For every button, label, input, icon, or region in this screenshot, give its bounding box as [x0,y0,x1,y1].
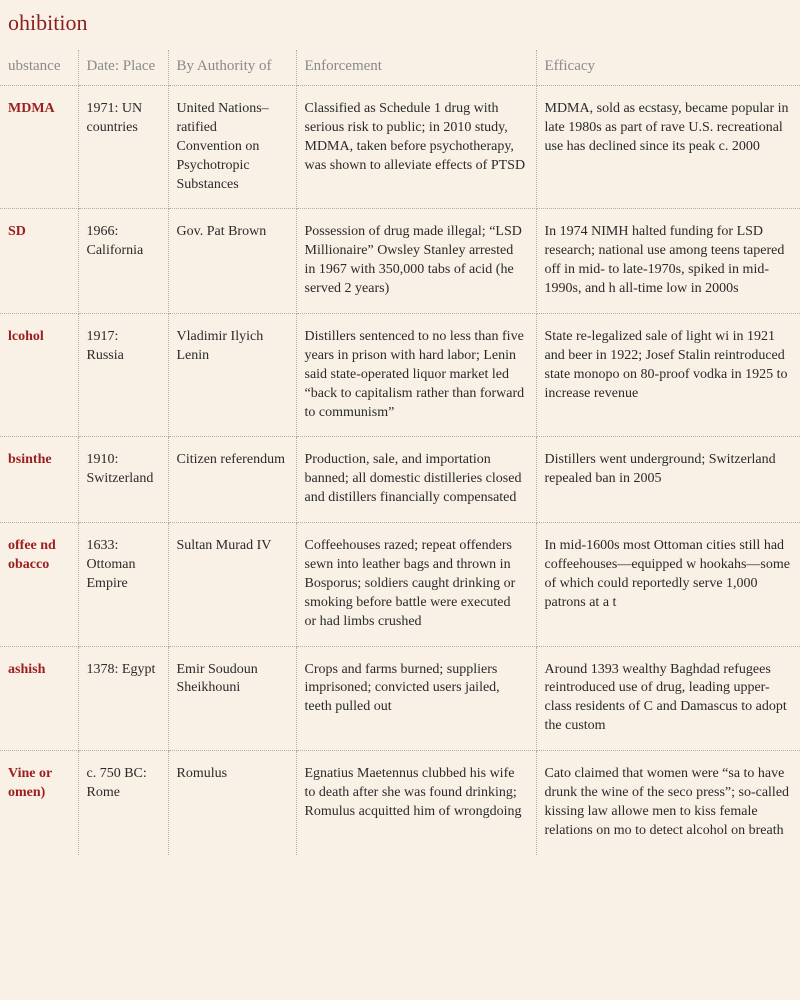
cell-authority: Vladimir Ilyich Lenin [168,314,296,437]
cell-substance: SD [0,209,78,314]
cell-authority: Sultan Murad IV [168,523,296,646]
cell-efficacy: State re-legalized sale of light wi in 1… [536,314,800,437]
cell-date-place: 1966: California [78,209,168,314]
cell-authority: Citizen referendum [168,437,296,523]
cell-enforcement: Coffeehouses razed; repeat offenders sew… [296,523,536,646]
cell-substance: lcohol [0,314,78,437]
table-header-row: ubstance Date: Place By Authority of Enf… [0,50,800,86]
cell-authority: Romulus [168,751,296,855]
table-row: SD1966: CaliforniaGov. Pat BrownPossessi… [0,209,800,314]
cell-efficacy: Cato claimed that women were “sa to have… [536,751,800,855]
cell-efficacy: Distillers went underground; Switzerland… [536,437,800,523]
cell-date-place: c. 750 BC: Rome [78,751,168,855]
cell-enforcement: Distillers sentenced to no less than fiv… [296,314,536,437]
table-row: bsinthe1910: SwitzerlandCitizen referend… [0,437,800,523]
col-substance: ubstance [0,50,78,86]
cell-enforcement: Crops and farms burned; suppliers impris… [296,646,536,751]
prohibition-table: ubstance Date: Place By Authority of Enf… [0,50,800,855]
col-enforcement: Enforcement [296,50,536,86]
table-row: lcohol1917: RussiaVladimir Ilyich LeninD… [0,314,800,437]
table-row: offee nd obacco1633: Ottoman EmpireSulta… [0,523,800,646]
cell-date-place: 1971: UN countries [78,86,168,209]
cell-authority: Emir Soudoun Sheikhouni [168,646,296,751]
cell-substance: ashish [0,646,78,751]
cell-substance: Vine or omen) [0,751,78,855]
cell-authority: United Nations–ratified Convention on Ps… [168,86,296,209]
cell-enforcement: Classified as Schedule 1 drug with serio… [296,86,536,209]
cell-date-place: 1917: Russia [78,314,168,437]
cell-efficacy: In 1974 NIMH halted funding for LSD rese… [536,209,800,314]
cell-enforcement: Production, sale, and importation banned… [296,437,536,523]
cell-date-place: 1378: Egypt [78,646,168,751]
cell-substance: bsinthe [0,437,78,523]
cell-substance: MDMA [0,86,78,209]
col-efficacy: Efficacy [536,50,800,86]
prohibition-page: ohibition ubstance Date: Place By Author… [0,0,800,855]
table-row: Vine or omen)c. 750 BC: RomeRomulusEgnat… [0,751,800,855]
col-date-place: Date: Place [78,50,168,86]
cell-date-place: 1910: Switzerland [78,437,168,523]
table-row: ashish1378: EgyptEmir Soudoun Sheikhouni… [0,646,800,751]
col-authority: By Authority of [168,50,296,86]
cell-enforcement: Possession of drug made illegal; “LSD Mi… [296,209,536,314]
cell-efficacy: Around 1393 wealthy Baghdad refugees rei… [536,646,800,751]
cell-efficacy: MDMA, sold as ecstasy, became popular in… [536,86,800,209]
cell-efficacy: In mid-1600s most Ottoman cities still h… [536,523,800,646]
cell-authority: Gov. Pat Brown [168,209,296,314]
page-title: ohibition [0,10,800,50]
table-row: MDMA1971: UN countriesUnited Nations–rat… [0,86,800,209]
cell-enforcement: Egnatius Maetennus clubbed his wife to d… [296,751,536,855]
cell-substance: offee nd obacco [0,523,78,646]
cell-date-place: 1633: Ottoman Empire [78,523,168,646]
